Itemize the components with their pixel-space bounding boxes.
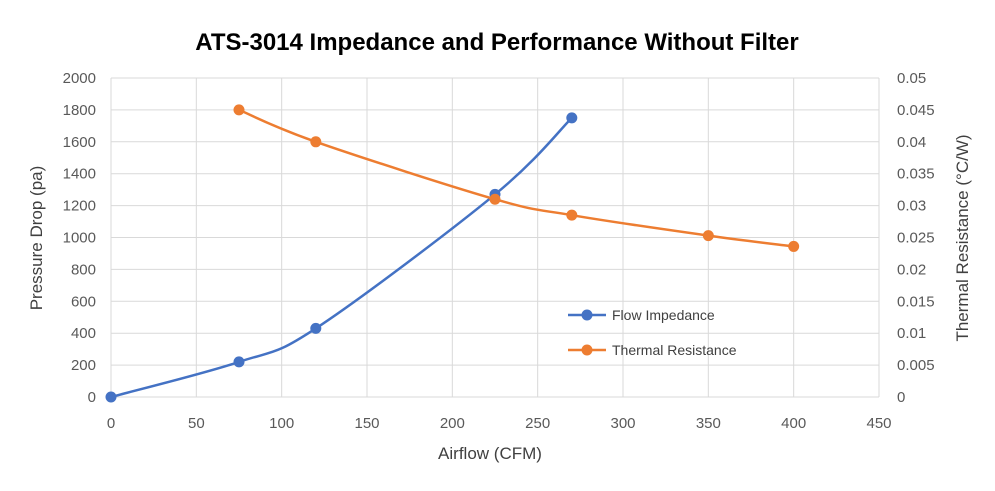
data-point-thermal-resistance [310, 136, 322, 148]
legend-marker-flow-impedance [581, 309, 593, 321]
x-tick-label: 400 [781, 415, 806, 432]
series-line-thermal-resistance [238, 108, 794, 248]
data-point-thermal-resistance [702, 230, 714, 242]
grid [110, 77, 880, 398]
y2-tick-label: 0 [897, 389, 905, 406]
y2-tick-label: 0.005 [897, 357, 935, 374]
x-tick-label: 0 [107, 415, 115, 432]
y-tick-label: 2000 [63, 70, 96, 87]
x-tick-label: 200 [440, 415, 465, 432]
y2-tick-label: 0.02 [897, 261, 926, 278]
x-axis-title: Airflow (CFM) [438, 444, 542, 463]
y-tick-label: 0 [88, 389, 96, 406]
data-point-flow-impedance [310, 322, 322, 334]
y-tick-label: 800 [71, 261, 96, 278]
series-line-flow-impedance [110, 116, 573, 399]
y2-tick-label: 0.01 [897, 325, 926, 342]
x-tick-label: 100 [269, 415, 294, 432]
y2-tick-label: 0.045 [897, 102, 935, 119]
y-tick-label: 400 [71, 325, 96, 342]
x-tick-label: 350 [696, 415, 721, 432]
y-tick-label: 1400 [63, 166, 96, 183]
y-tick-label: 200 [71, 357, 96, 374]
x-tick-label: 300 [610, 415, 635, 432]
x-tick-label: 450 [866, 415, 891, 432]
data-point-thermal-resistance [233, 104, 245, 116]
series-thermal-resistance [233, 104, 800, 252]
legend-label-thermal-resistance: Thermal Resistance [612, 342, 737, 358]
y-tick-label: 1600 [63, 134, 96, 151]
chart-title: ATS-3014 Impedance and Performance Witho… [195, 29, 798, 56]
y2-tick-label: 0.035 [897, 166, 935, 183]
legend: Flow Impedance Thermal Resistance [568, 307, 737, 358]
data-point-thermal-resistance [489, 193, 501, 205]
y2-tick-label: 0.05 [897, 70, 926, 87]
x-tick-label: 50 [188, 415, 205, 432]
series-flow-impedance [105, 112, 578, 403]
y-tick-label: 1200 [63, 198, 96, 215]
data-point-flow-impedance [233, 356, 245, 368]
y2-tick-label: 0.025 [897, 230, 935, 247]
x-tick-label: 250 [525, 415, 550, 432]
y2-axis-title: Thermal Resistance (°C/W) [953, 134, 972, 341]
y2-tick-label: 0.04 [897, 134, 926, 151]
data-point-thermal-resistance [788, 240, 800, 252]
y2-tick-label: 0.03 [897, 198, 926, 215]
tick-labels: 0 50 100 150 200 250 300 350 400 450 0 200 400 600 800… [63, 70, 935, 432]
y-tick-label: 1000 [63, 230, 96, 247]
series-layer [105, 104, 800, 403]
legend-marker-thermal-resistance [581, 344, 593, 356]
x-tick-label: 150 [354, 415, 379, 432]
data-point-flow-impedance [105, 391, 117, 403]
data-point-flow-impedance [566, 112, 578, 124]
y-axis-title: Pressure Drop (pa) [27, 166, 46, 311]
y-tick-label: 600 [71, 293, 96, 310]
legend-label-flow-impedance: Flow Impedance [612, 307, 715, 323]
y-tick-label: 1800 [63, 102, 96, 119]
y2-tick-label: 0.015 [897, 293, 935, 310]
data-point-thermal-resistance [566, 209, 578, 221]
